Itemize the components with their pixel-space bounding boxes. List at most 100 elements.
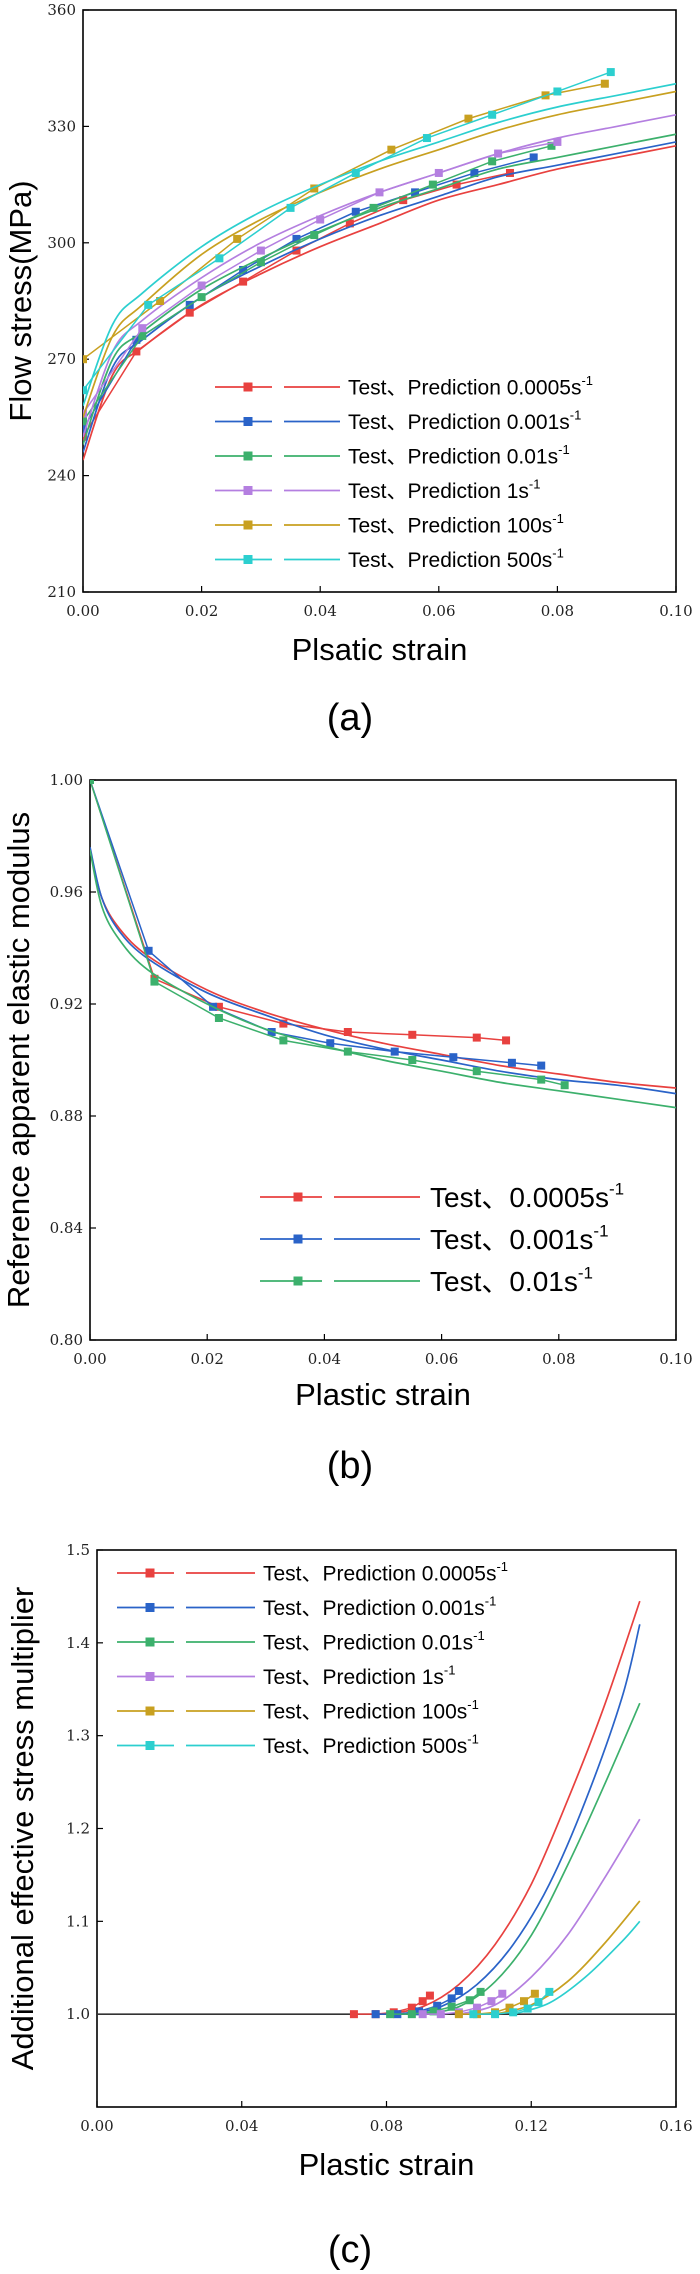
x-tick-label: 0.02 xyxy=(185,602,218,620)
test-point xyxy=(390,1047,399,1056)
y-tick-label: 1.5 xyxy=(66,1541,90,1559)
chart-panel-a: 0.00 0.02 0.04 0.06 0.08 0.10 210 240 270 300 330 3… xyxy=(3,1,693,739)
test-point xyxy=(197,293,206,302)
test-point xyxy=(547,141,556,150)
plot-area xyxy=(83,68,676,461)
series-2 xyxy=(386,1702,641,2019)
test-point xyxy=(507,1058,516,1067)
test-point xyxy=(449,1053,458,1062)
y-tick-label: 210 xyxy=(47,583,76,601)
test-point xyxy=(520,1997,529,2006)
test-point xyxy=(472,1033,481,1042)
x-tick-label: 0.04 xyxy=(303,602,336,620)
series-2 xyxy=(83,133,676,445)
plot-area xyxy=(90,780,676,1109)
test-point xyxy=(83,386,87,395)
test-point xyxy=(553,87,562,96)
legend-entry: Test、Prediction 0.01s-1 xyxy=(117,1628,485,1655)
test-point xyxy=(494,149,503,158)
test-point xyxy=(433,2001,442,2010)
test-point xyxy=(469,2010,478,2019)
legend-entry: Test、Prediction 0.0005s-1 xyxy=(215,373,593,400)
test-point xyxy=(408,1030,417,1039)
test-point xyxy=(529,153,538,162)
x-tick-label: 0.00 xyxy=(73,1350,106,1368)
test-point xyxy=(523,2004,532,2013)
x-tick-label: 0.00 xyxy=(66,602,99,620)
test-point xyxy=(369,203,378,212)
test-point xyxy=(349,2010,358,2019)
panel-caption: (c) xyxy=(328,2229,372,2271)
legend-label: Test、Prediction 1s-1 xyxy=(263,1663,455,1689)
legend-label: Test、Prediction 0.01s-1 xyxy=(348,442,570,468)
test-line xyxy=(90,780,542,1067)
legend-marker xyxy=(145,1637,155,1647)
legend-label: Test、Prediction 0.001s-1 xyxy=(263,1594,496,1620)
x-tick-label: 0.08 xyxy=(541,602,574,620)
test-point xyxy=(144,946,153,955)
legend: Test、0.0005s-1 Test、0.001s-1 Test、0.01s-1 xyxy=(260,1179,624,1297)
prediction-line xyxy=(458,1818,641,2016)
series-2 xyxy=(90,780,676,1109)
x-tick-label: 0.00 xyxy=(80,2117,113,2135)
prediction-line xyxy=(90,847,676,1095)
prediction-line xyxy=(83,82,676,407)
test-point xyxy=(351,168,360,177)
legend-entry: Test、Prediction 100s-1 xyxy=(117,1697,479,1724)
test-point xyxy=(530,1989,539,1998)
plot-frame xyxy=(89,779,677,1341)
legend-marker xyxy=(293,1276,303,1286)
legend: Test、Prediction 0.0005s-1 Test、Prediction… xyxy=(215,373,593,572)
prediction-line xyxy=(512,1920,641,2016)
test-point xyxy=(428,180,437,189)
test-point xyxy=(197,281,206,290)
y-tick-label: 270 xyxy=(47,350,76,368)
y-tick-label: 0.84 xyxy=(50,1219,83,1237)
legend-label: Test、Prediction 500s-1 xyxy=(263,1732,479,1758)
legend-entry: Test、Prediction 500s-1 xyxy=(117,1732,479,1758)
y-tick-label: 1.4 xyxy=(66,1634,90,1652)
legend-marker xyxy=(243,486,253,495)
test-point xyxy=(286,203,295,212)
legend-entry: Test、Prediction 0.001s-1 xyxy=(215,408,581,434)
legend-entry: Test、Prediction 0.0005s-1 xyxy=(117,1559,508,1586)
test-point xyxy=(488,110,497,119)
panel-caption: (a) xyxy=(327,697,373,739)
test-point xyxy=(371,2010,380,2019)
y-tick-label: 330 xyxy=(47,117,76,135)
test-point xyxy=(310,231,319,240)
legend-marker xyxy=(145,1741,155,1750)
test-point xyxy=(239,277,248,286)
test-point xyxy=(502,1036,511,1045)
chart-panel-b: 0.00 0.02 0.04 0.06 0.08 0.10 0.80 0.84 0.88 0.92… xyxy=(1,771,693,1487)
test-point xyxy=(505,168,514,177)
legend-marker xyxy=(145,1706,155,1716)
series-3 xyxy=(418,1818,641,2019)
legend-marker xyxy=(243,382,253,392)
test-point xyxy=(351,207,360,216)
test-point xyxy=(436,2010,445,2019)
x-tick-label: 0.06 xyxy=(422,602,455,620)
legend-marker xyxy=(243,417,253,426)
test-point xyxy=(488,157,497,166)
y-tick-label: 1.2 xyxy=(66,1820,90,1838)
x-axis-label: Plsatic strain xyxy=(292,632,468,667)
test-point xyxy=(316,215,325,224)
test-point xyxy=(472,1067,481,1076)
test-point xyxy=(429,2007,438,2016)
test-point xyxy=(509,2008,518,2017)
legend-entry: Test、0.001s-1 xyxy=(260,1221,609,1255)
y-tick-label: 1.3 xyxy=(66,1727,90,1745)
test-line xyxy=(83,141,558,414)
series-5 xyxy=(83,68,676,407)
legend: Test、Prediction 0.0005s-1 Test、Prediction… xyxy=(117,1559,508,1758)
legend-entry: Test、Prediction 100s-1 xyxy=(215,511,564,538)
legend-marker xyxy=(293,1234,303,1244)
x-tick-label: 0.04 xyxy=(225,2117,258,2135)
y-tick-label: 240 xyxy=(47,467,76,485)
test-point xyxy=(447,1994,456,2003)
y-tick-label: 360 xyxy=(47,1,76,19)
legend-entry: Test、Prediction 1s-1 xyxy=(117,1663,455,1689)
y-tick-label: 0.88 xyxy=(50,1107,83,1125)
test-point xyxy=(434,168,443,177)
